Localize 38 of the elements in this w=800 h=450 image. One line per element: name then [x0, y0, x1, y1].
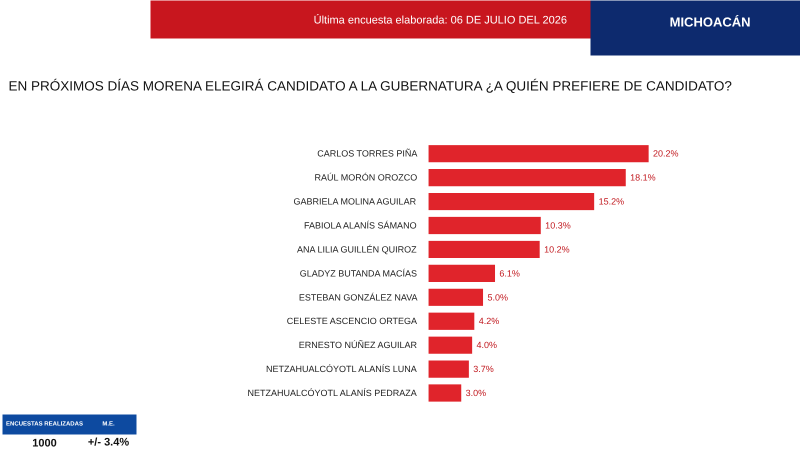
text: 1000	[32, 438, 57, 450]
y-tick-label: RAÚL MORÓN OROZCO	[314, 172, 418, 183]
bar	[428, 384, 462, 402]
y-tick-label: CELESTE ASCENCIO ORTEGA	[286, 316, 418, 326]
y-tick-label: FABIOLA ALANÍS SÁMANO	[304, 220, 417, 230]
bar	[428, 192, 594, 210]
data-label: 5.0%	[487, 292, 508, 302]
y-tick-label: GABRIELA MOLINA AGUILAR	[294, 196, 417, 207]
y-tick-label: ERNESTO NÚÑEZ AGUILAR	[298, 340, 418, 350]
data-label: 20.2%	[653, 148, 679, 159]
bar	[428, 312, 474, 330]
y-tick-label: NETZAHUALCÓYOTL ALANÍS LUNA	[266, 364, 417, 374]
text: +/- 3.4%	[88, 436, 130, 448]
data-label: 4.2%	[478, 316, 500, 326]
bar	[428, 360, 469, 378]
y-tick-label: ESTEBAN GONZÁLEZ NAVA	[298, 292, 418, 302]
bar	[428, 216, 541, 234]
data-label: 15.2%	[598, 196, 624, 207]
data-label: 18.1%	[630, 172, 656, 183]
text: MICHOACÁN	[670, 14, 751, 30]
data-label: 6.1%	[499, 268, 520, 278]
text: Última encuesta elaborada: 06 DE JULIO DEL 2026	[314, 14, 567, 26]
bar	[428, 169, 626, 186]
y-tick-label: ANA LILIA GUILLÉN QUIROZ	[297, 244, 418, 254]
bar	[428, 264, 496, 282]
bar	[428, 240, 540, 258]
data-label: 3.7%	[473, 364, 494, 374]
data-label: 3.0%	[466, 388, 486, 398]
y-tick-label: CARLOS TORRES PIÑA	[317, 148, 418, 159]
bar	[428, 336, 472, 354]
data-label: 10.3%	[545, 220, 571, 230]
data-label: 10.2%	[544, 244, 570, 254]
bar	[428, 288, 484, 306]
y-tick-label: GLADYZ BUTANDA MACÍAS	[300, 268, 418, 278]
data-label: 4.0%	[476, 340, 498, 350]
y-tick-label: NETZAHUALCÓYOTL ALANÍS PEDRAZA	[248, 388, 417, 398]
chart-title: EN PRÓXIMOS DÍAS MORENA ELEGIRÁ CANDIDATO A LA GUBERNATURA ¿A QUIÉN PREFIERE DE CANDIDATO?	[8, 78, 732, 94]
bar	[428, 145, 649, 162]
